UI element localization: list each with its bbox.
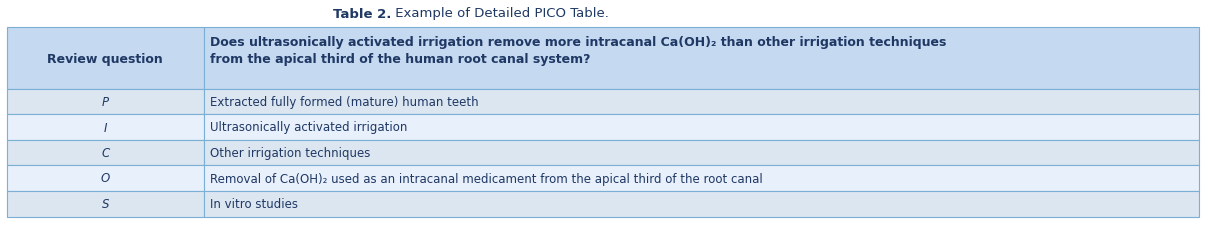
Text: Review question: Review question: [47, 52, 163, 65]
Text: I: I: [104, 121, 107, 134]
Text: Removal of Ca(OH)₂ used as an intracanal medicament from the apical third of the: Removal of Ca(OH)₂ used as an intracanal…: [210, 172, 762, 185]
Bar: [204, 90, 1199, 115]
Bar: [7, 28, 204, 90]
Text: Does ultrasonically activated irrigation remove more intracanal Ca(OH)₂ than oth: Does ultrasonically activated irrigation…: [210, 36, 946, 65]
Text: S: S: [101, 198, 109, 211]
Bar: [7, 165, 204, 191]
Bar: [204, 28, 1199, 90]
Text: C: C: [101, 146, 110, 159]
Bar: [204, 191, 1199, 217]
Bar: [7, 140, 204, 165]
Text: Table 2.: Table 2.: [333, 7, 391, 20]
Text: P: P: [101, 96, 109, 108]
Bar: [7, 90, 204, 115]
Bar: [204, 165, 1199, 191]
Bar: [204, 140, 1199, 165]
Text: Other irrigation techniques: Other irrigation techniques: [210, 146, 370, 159]
Text: O: O: [101, 172, 110, 185]
Text: Example of Detailed PICO Table.: Example of Detailed PICO Table.: [391, 7, 609, 20]
Text: Ultrasonically activated irrigation: Ultrasonically activated irrigation: [210, 121, 408, 134]
Bar: [7, 115, 204, 140]
Bar: [7, 191, 204, 217]
Bar: [204, 115, 1199, 140]
Text: Extracted fully formed (mature) human teeth: Extracted fully formed (mature) human te…: [210, 96, 479, 108]
Text: In vitro studies: In vitro studies: [210, 198, 298, 211]
